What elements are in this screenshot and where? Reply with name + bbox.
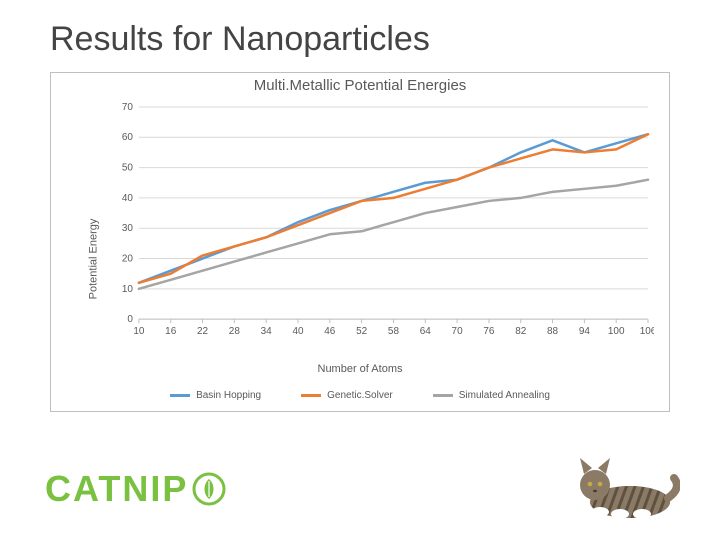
svg-text:46: 46	[324, 326, 336, 337]
series-line	[139, 134, 648, 283]
slide: Results for Nanoparticles Multi.Metallic…	[0, 0, 720, 540]
svg-text:16: 16	[165, 326, 177, 337]
legend-swatch	[170, 394, 190, 397]
series-line	[139, 134, 648, 283]
plot-area: 010203040506070 101622283440465258647076…	[111, 101, 654, 341]
svg-text:28: 28	[229, 326, 241, 337]
svg-text:40: 40	[122, 193, 134, 204]
legend-swatch	[301, 394, 321, 397]
svg-text:30: 30	[122, 223, 134, 234]
svg-text:22: 22	[197, 326, 209, 337]
y-axis-label: Potential Energy	[87, 219, 99, 300]
series-line	[139, 180, 648, 289]
svg-text:76: 76	[483, 326, 495, 337]
svg-text:94: 94	[579, 326, 591, 337]
chart-frame: Multi.Metallic Potential Energies Potent…	[50, 72, 670, 412]
svg-text:40: 40	[292, 326, 304, 337]
page-title: Results for Nanoparticles	[50, 20, 430, 59]
x-axis-label: Number of Atoms	[51, 363, 669, 375]
legend-item: Basin Hopping	[170, 390, 261, 401]
svg-text:10: 10	[133, 326, 145, 337]
svg-text:88: 88	[547, 326, 559, 337]
chart-title: Multi.Metallic Potential Energies	[51, 77, 669, 94]
legend-label: Basin Hopping	[196, 390, 261, 401]
svg-text:58: 58	[388, 326, 400, 337]
legend-label: Genetic.Solver	[327, 390, 393, 401]
svg-text:0: 0	[127, 314, 133, 325]
svg-text:52: 52	[356, 326, 368, 337]
chart-svg: 010203040506070 101622283440465258647076…	[111, 101, 654, 341]
brand-logo: CATNIP	[45, 468, 226, 510]
svg-text:100: 100	[608, 326, 625, 337]
legend-item: Simulated Annealing	[433, 390, 550, 401]
svg-text:70: 70	[122, 102, 134, 113]
svg-text:106: 106	[640, 326, 654, 337]
brand-text: CATNIP	[45, 468, 188, 510]
svg-text:20: 20	[122, 254, 134, 265]
legend-label: Simulated Annealing	[459, 390, 550, 401]
svg-text:60: 60	[122, 132, 134, 143]
cat-image	[570, 450, 680, 520]
legend: Basin Hopping Genetic.Solver Simulated Ann…	[51, 390, 669, 401]
leaf-circle-icon	[192, 472, 226, 506]
svg-text:70: 70	[452, 326, 464, 337]
svg-text:82: 82	[515, 326, 527, 337]
legend-item: Genetic.Solver	[301, 390, 393, 401]
svg-text:64: 64	[420, 326, 432, 337]
legend-swatch	[433, 394, 453, 397]
svg-text:34: 34	[261, 326, 273, 337]
svg-text:50: 50	[122, 163, 134, 174]
svg-text:10: 10	[122, 284, 134, 295]
